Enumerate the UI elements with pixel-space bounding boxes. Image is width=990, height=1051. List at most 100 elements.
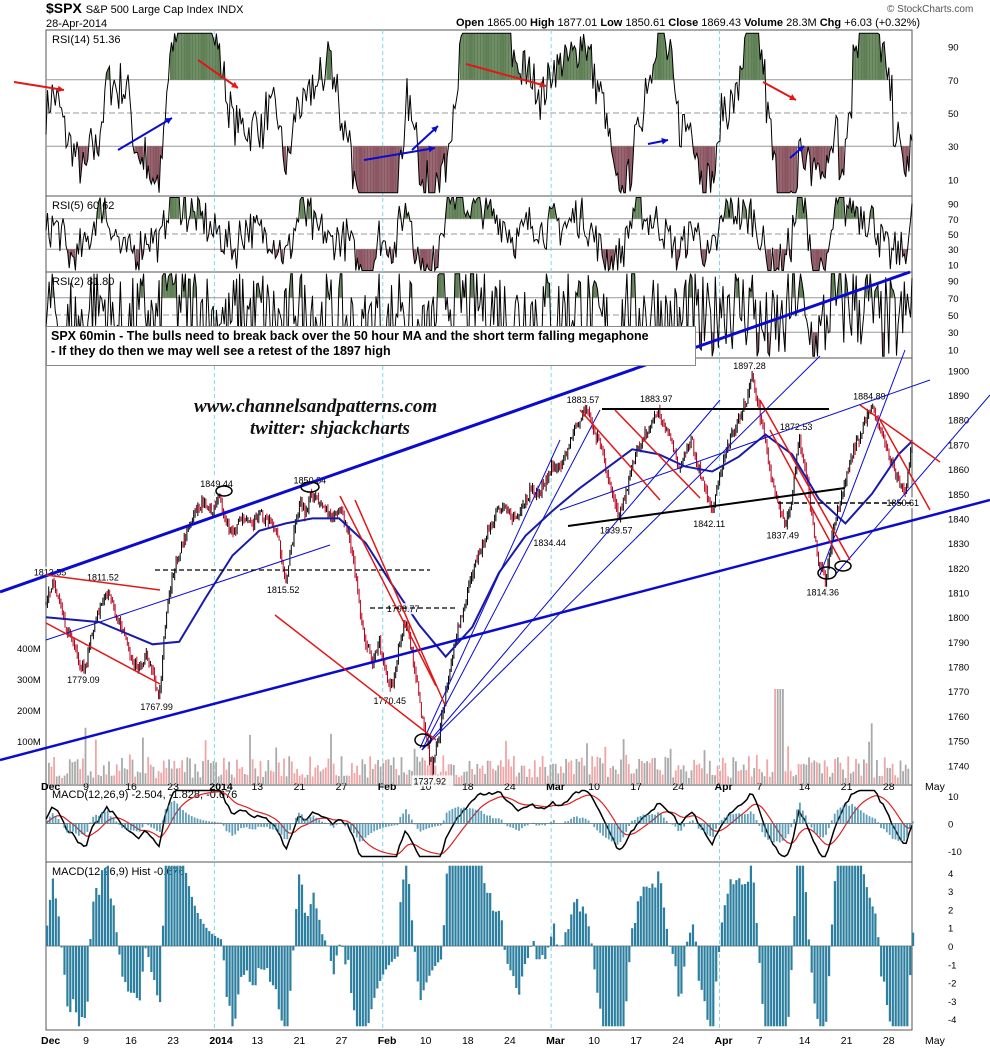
macd-mini-hist-bar: [593, 823, 596, 827]
macd-mini-hist-bar: [254, 823, 257, 830]
volume-bar: [183, 772, 186, 784]
rsi-oversold-fill: [620, 146, 623, 193]
volume-bar: [502, 766, 505, 784]
rsi-oversold-fill: [436, 146, 438, 179]
rsi-oversold-fill: [154, 146, 156, 184]
price-label: 1884.89: [853, 392, 886, 402]
macd-mini-hist-bar: [92, 816, 95, 824]
volume-bar: [215, 762, 217, 784]
rsi-overbought-fill: [592, 280, 595, 298]
macd-mini-hist-bar: [205, 820, 208, 824]
rsi-overbought-fill: [140, 278, 143, 298]
volume-bar: [513, 756, 515, 784]
rsi-oversold-fill: [812, 332, 815, 357]
volume-bar: [881, 776, 884, 784]
rsi-overbought-fill: [183, 33, 186, 80]
macd-mini-hist-bar: [405, 809, 407, 824]
macd-mini-hist-bar: [642, 814, 645, 824]
macd-mini-hist-bar: [854, 806, 856, 824]
rsi-oversold-fill: [775, 249, 778, 271]
hist-bar: [894, 946, 897, 1027]
macd-mini-hist-bar: [660, 814, 662, 824]
rsi-oversold-fill: [135, 146, 138, 153]
volume-bar: [450, 764, 453, 784]
price-label: 1815.52: [267, 585, 300, 595]
hist-bar: [909, 946, 912, 976]
volume-bar: [468, 760, 471, 784]
hist-bar: [251, 946, 254, 986]
blue-trendline: [559, 379, 931, 511]
x-tick-label: Dec: [41, 781, 60, 793]
macd-mini-hist-bar: [775, 823, 778, 842]
macd-mini-hist-bar: [570, 818, 572, 824]
volume-bar: [774, 689, 776, 784]
macd-mini-hist-bar: [686, 822, 688, 824]
volume-bar: [588, 774, 591, 784]
hist-bar: [494, 911, 498, 946]
x-tick-label: 13: [251, 781, 263, 793]
rsi-overbought-fill: [210, 33, 212, 80]
x-tick-label: 17: [630, 781, 642, 793]
rsi-overbought-fill: [442, 273, 445, 298]
macd-mini-hist-bar: [474, 809, 477, 824]
volume-bar: [690, 770, 693, 784]
macd-mini-hist-bar: [500, 819, 503, 824]
rsi-overbought-fill: [586, 46, 589, 80]
hist-bar: [167, 865, 170, 946]
macd-mini-hist-bar: [735, 813, 738, 824]
macd-mini-hist-bar: [764, 823, 767, 838]
macd-mini-hist-bar: [428, 823, 431, 828]
price-label-bg: [138, 701, 181, 713]
rsi-trend-arrow: [117, 117, 173, 151]
rsi-oversold-fill: [822, 249, 824, 270]
hist-bar: [813, 946, 816, 1004]
volume-bar: [335, 775, 338, 784]
rsi-oversold-fill: [769, 249, 772, 271]
volume-bar: [797, 763, 800, 784]
hist-bar: [454, 865, 457, 946]
macd-mini-hist-bar: [483, 814, 486, 824]
hist-bar: [303, 912, 306, 946]
volume-bar: [539, 766, 541, 784]
hist-bar: [80, 946, 83, 1017]
chg-value: +6.03 (+0.32%): [844, 17, 921, 29]
volume-bar: [703, 750, 706, 784]
rsi-oversold-fill: [369, 249, 372, 271]
hist-bar: [717, 946, 721, 953]
x-tick-label: 21: [294, 781, 306, 793]
macd-mini-hist-bar: [408, 814, 410, 824]
rsi-overbought-fill: [216, 33, 218, 80]
macd-mini-hist-bar: [868, 816, 871, 824]
rsi-y-tick: 50: [948, 230, 959, 241]
rsi-oversold-fill: [157, 146, 160, 193]
hist-bar: [778, 946, 781, 1027]
rsi-oversold-fill: [619, 146, 621, 193]
hist-bar: [859, 865, 863, 946]
rsi-oversold-fill: [820, 249, 823, 262]
arrowhead: [661, 137, 668, 145]
macd-mini-hist-bar: [616, 823, 619, 845]
price-label-bg: [884, 497, 927, 509]
macd-mini-hist-bar: [303, 818, 306, 824]
x-tick-label: Apr: [715, 1035, 733, 1047]
rsi-overbought-fill: [204, 33, 206, 80]
rsi-overbought-fill: [846, 205, 849, 219]
rsi-oversold-fill: [783, 146, 785, 193]
macd-mini-hist-bar: [466, 809, 468, 824]
exchange: INDX: [217, 4, 244, 16]
rsi-overbought-fill: [465, 33, 468, 80]
x-tick-label: 7: [757, 1035, 763, 1047]
macd-mini-hist-bar: [610, 823, 613, 842]
volume-bar: [826, 766, 829, 784]
rsi-trend-arrow: [197, 59, 239, 89]
rsi-overbought-fill: [549, 206, 552, 219]
x-tick-label: 13: [251, 1035, 263, 1047]
blue-trendline: [419, 439, 561, 749]
volume-bar: [651, 758, 654, 784]
rsi-overbought-fill: [456, 273, 459, 298]
volume-bar: [627, 764, 630, 784]
hist-bar: [781, 946, 784, 1027]
volume-bar: [664, 756, 667, 784]
volume-bar: [74, 761, 76, 784]
hist-bar: [280, 946, 283, 1021]
